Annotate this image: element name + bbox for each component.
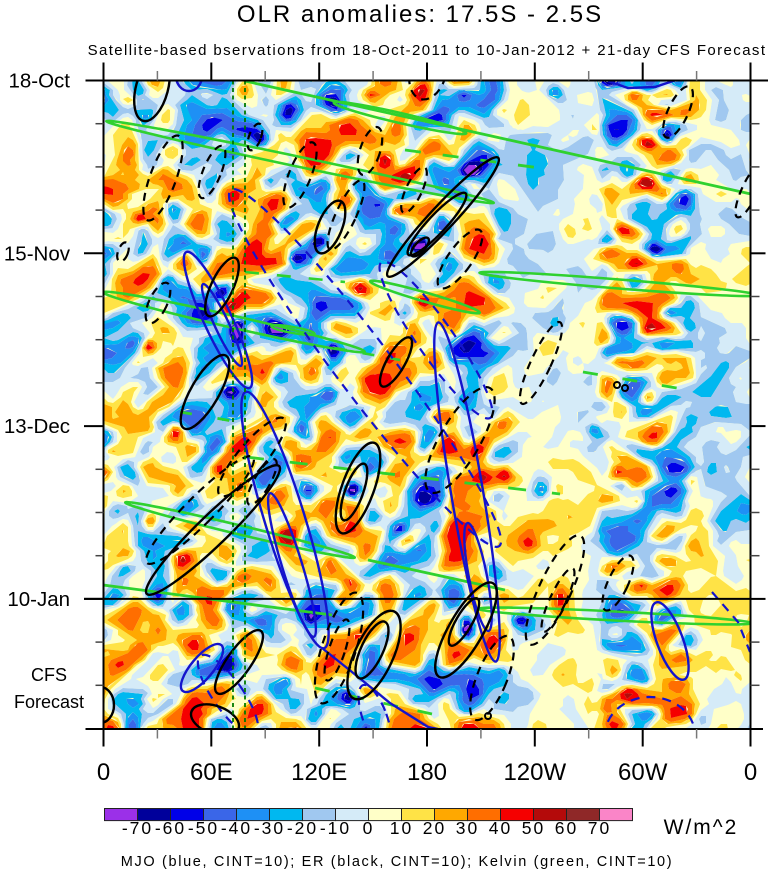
svg-text:-60: -60	[155, 818, 186, 838]
svg-text:10-Jan: 10-Jan	[7, 588, 70, 611]
svg-text:-10: -10	[320, 818, 351, 838]
svg-text:70: 70	[588, 818, 611, 838]
svg-text:0: 0	[363, 818, 375, 838]
svg-text:0: 0	[744, 759, 757, 786]
svg-text:120E: 120E	[291, 759, 347, 786]
svg-text:OLR anomalies: 17.5S - 2.5S: OLR anomalies: 17.5S - 2.5S	[237, 1, 603, 28]
svg-text:Satellite-based bservations fr: Satellite-based bservations from 18-Oct-…	[88, 42, 767, 59]
svg-text:180: 180	[407, 759, 447, 786]
svg-text:CFS: CFS	[31, 665, 67, 685]
svg-text:-70: -70	[122, 818, 153, 838]
svg-text:0: 0	[97, 759, 110, 786]
svg-text:20: 20	[423, 818, 446, 838]
svg-text:W/m^2: W/m^2	[664, 816, 739, 839]
svg-text:50: 50	[522, 818, 545, 838]
svg-text:60: 60	[555, 818, 578, 838]
svg-text:-50: -50	[188, 818, 219, 838]
svg-text:60E: 60E	[190, 759, 233, 786]
svg-text:-40: -40	[221, 818, 252, 838]
svg-text:15-Nov: 15-Nov	[4, 242, 71, 265]
svg-text:-20: -20	[287, 818, 318, 838]
svg-text:Forecast: Forecast	[14, 692, 84, 712]
svg-text:13-Dec: 13-Dec	[4, 415, 70, 438]
svg-text:-30: -30	[254, 818, 285, 838]
svg-text:10: 10	[390, 818, 413, 838]
svg-text:120W: 120W	[503, 759, 566, 786]
svg-text:MJO (blue, CINT=10); ER (black: MJO (blue, CINT=10); ER (black, CINT=10)…	[121, 854, 673, 870]
svg-text:30: 30	[456, 818, 479, 838]
svg-text:18-Oct: 18-Oct	[8, 70, 70, 93]
svg-text:60W: 60W	[618, 759, 668, 786]
svg-text:40: 40	[489, 818, 512, 838]
